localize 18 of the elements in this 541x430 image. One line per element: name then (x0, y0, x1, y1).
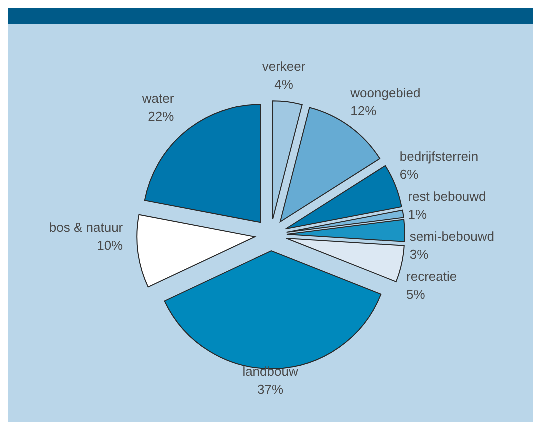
data-label: 12% (350, 104, 378, 118)
data-label: 3% (410, 246, 430, 262)
data-label: 4% (274, 77, 294, 92)
data-label: 5% (406, 286, 426, 302)
slice-label: verkeer (262, 59, 306, 74)
data-label: 10% (97, 238, 124, 254)
slice-label: recreatie (406, 268, 458, 284)
slice-label: woongebied (350, 86, 421, 100)
data-label: 1% (408, 206, 428, 222)
slice-label: water (141, 91, 175, 106)
slice-label: semi-bebouwd (410, 228, 494, 244)
data-label: 6% (400, 166, 420, 182)
slice-label: bedrijfsterrein (400, 148, 479, 164)
slice-label: landbouw (242, 364, 299, 379)
slice-label: bos & natuur (49, 220, 124, 236)
slice-label: rest bebouwd (408, 188, 486, 204)
data-label: 37% (258, 382, 284, 397)
data-label: 22% (148, 109, 175, 124)
